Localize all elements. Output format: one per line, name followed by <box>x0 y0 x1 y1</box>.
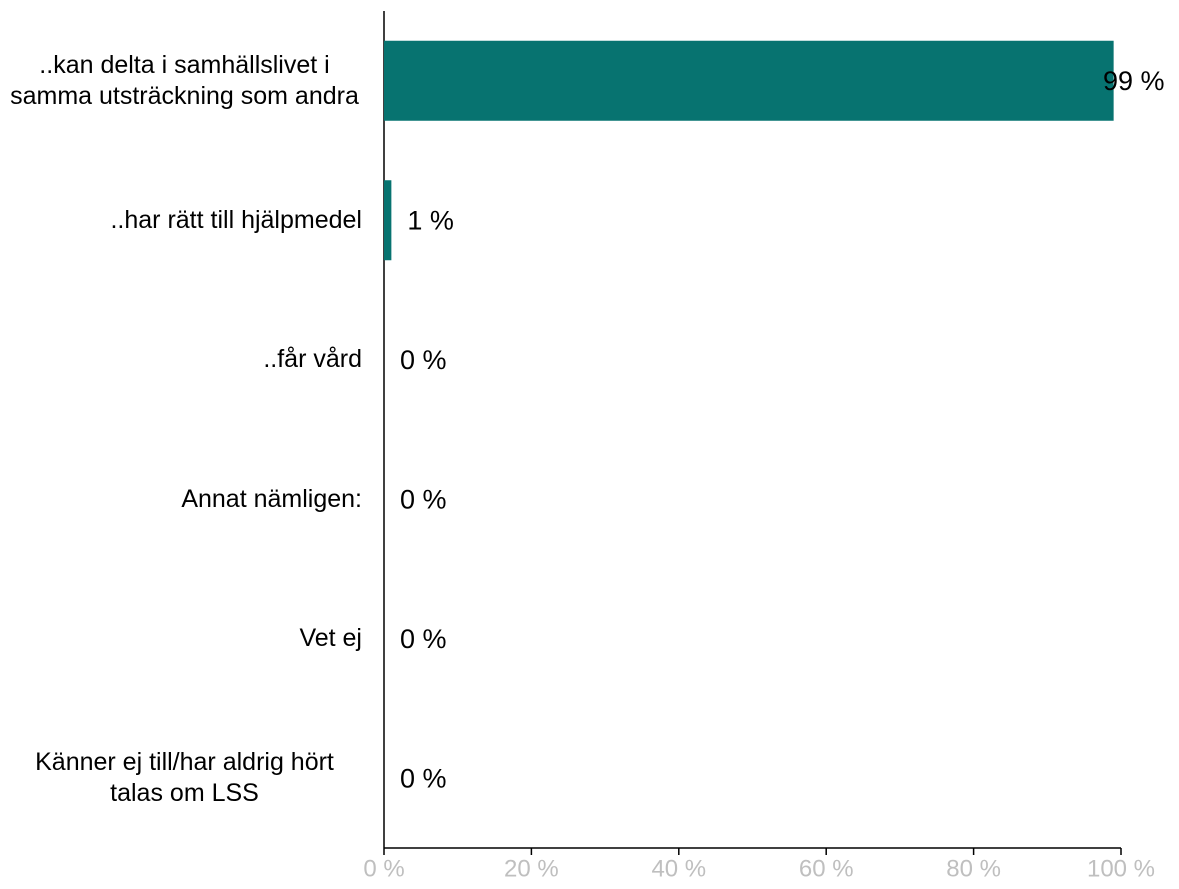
value-label: 0 % <box>400 345 447 375</box>
x-tick-label: 100 % <box>1087 855 1155 882</box>
value-label: 0 % <box>400 624 447 654</box>
category-label-box: Annat nämligen: <box>0 430 362 570</box>
category-label-box: ..har rätt till hjälpmedel <box>0 151 362 291</box>
category-label-box: Vet ej <box>0 569 362 709</box>
x-tick-label: 0 % <box>363 855 404 882</box>
category-label: ..kan delta i samhällslivet i samma utst… <box>10 50 359 110</box>
category-label: ..får vård <box>263 345 362 374</box>
x-tick-label: 20 % <box>504 855 559 882</box>
value-label: 0 % <box>400 763 447 793</box>
category-label-box: ..kan delta i samhällslivet i samma utst… <box>0 11 362 151</box>
category-label: Vet ej <box>299 624 362 653</box>
value-label: 99 % <box>1103 66 1165 96</box>
x-tick-label: 40 % <box>651 855 706 882</box>
x-tick-label: 80 % <box>946 855 1001 882</box>
category-label: Känner ej till/har aldrig hört talas om … <box>35 748 334 808</box>
bar <box>384 180 392 261</box>
value-label: 0 % <box>400 484 447 514</box>
value-label: 1 % <box>407 205 454 235</box>
category-label-box: Känner ej till/har aldrig hört talas om … <box>0 709 362 849</box>
x-tick-label: 60 % <box>799 855 854 882</box>
category-label: ..har rätt till hjälpmedel <box>110 205 362 234</box>
category-label: Annat nämligen: <box>181 484 362 513</box>
bar <box>384 40 1114 121</box>
category-label-box: ..får vård <box>0 290 362 430</box>
